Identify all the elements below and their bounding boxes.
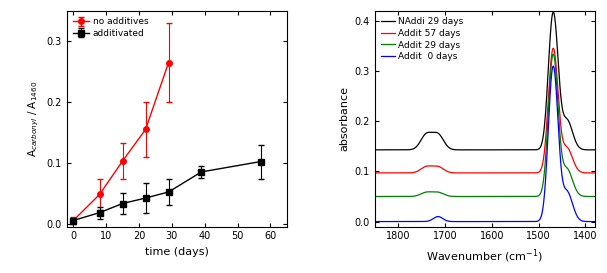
NAddi 29 days [591, 148, 599, 152]
Addit 29 days [396, 195, 404, 198]
NAddi 29 days [550, 10, 557, 14]
Line: NAddi 29 days: NAddi 29 days [375, 12, 595, 150]
Addit  0 days [371, 220, 378, 223]
Addit  0 days [465, 220, 472, 223]
Line: Addit 57 days: Addit 57 days [375, 48, 595, 173]
Addit 29 days [465, 195, 472, 198]
Addit 29 days [563, 166, 571, 169]
NAddi 29 days [409, 147, 416, 151]
NAddi 29 days [371, 148, 378, 152]
Y-axis label: absorbance: absorbance [339, 86, 349, 151]
Addit 57 days [549, 47, 557, 50]
Addit  0 days [587, 220, 594, 223]
Line: Addit  0 days: Addit 0 days [375, 66, 595, 222]
NAddi 29 days [396, 148, 404, 152]
Line: Addit 29 days: Addit 29 days [375, 54, 595, 197]
Addit 57 days [456, 171, 463, 174]
NAddi 29 days [465, 148, 472, 152]
Addit 57 days [591, 171, 599, 174]
Addit 57 days [396, 171, 404, 174]
Addit 57 days [371, 171, 378, 174]
Legend: no additives, additivated: no additives, additivated [71, 16, 151, 40]
Addit  0 days [563, 189, 571, 192]
Addit 57 days [409, 171, 416, 174]
Addit  0 days [396, 220, 404, 223]
Addit 57 days [563, 145, 571, 149]
Addit 29 days [549, 52, 557, 56]
NAddi 29 days [587, 148, 594, 152]
Addit 29 days [591, 195, 599, 198]
Legend: NAddi 29 days, Addit 57 days, Addit 29 days, Addit  0 days: NAddi 29 days, Addit 57 days, Addit 29 d… [379, 16, 466, 63]
Addit 57 days [465, 171, 472, 174]
Addit 57 days [587, 171, 594, 174]
Addit 29 days [587, 195, 594, 198]
Addit 29 days [371, 195, 378, 198]
Addit 29 days [409, 195, 416, 198]
Addit  0 days [456, 220, 463, 223]
X-axis label: Wavenumber (cm$^{-1}$): Wavenumber (cm$^{-1}$) [427, 247, 543, 265]
X-axis label: time (days): time (days) [145, 247, 209, 257]
Addit  0 days [591, 220, 599, 223]
Addit  0 days [549, 64, 557, 68]
NAddi 29 days [563, 117, 571, 120]
Addit  0 days [409, 220, 416, 223]
Addit 29 days [456, 195, 463, 198]
NAddi 29 days [456, 148, 463, 152]
Y-axis label: A$_{carbonyl}$ / A$_{1460}$: A$_{carbonyl}$ / A$_{1460}$ [27, 81, 41, 157]
